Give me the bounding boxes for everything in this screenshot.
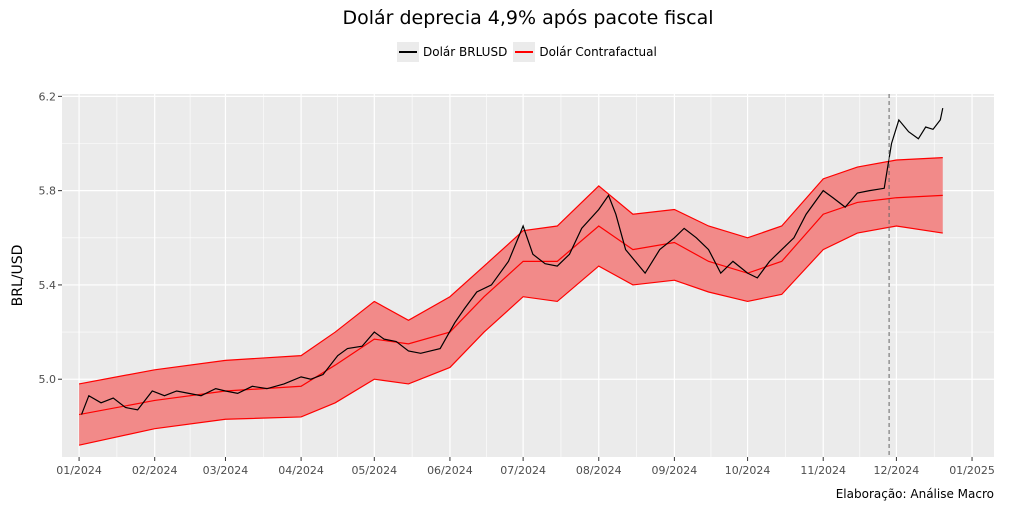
y-tick-label: 5.0	[39, 373, 57, 386]
x-tick-label: 01/2025	[949, 464, 995, 477]
legend-label-counterfactual: Dolár Contrafactual	[539, 45, 657, 59]
legend-item-actual: Dolár BRLUSD	[397, 42, 507, 62]
x-tick-label: 09/2024	[652, 464, 698, 477]
x-tick-label: 12/2024	[874, 464, 920, 477]
band-lower-line	[78, 225, 943, 446]
x-tick-label: 10/2024	[725, 464, 771, 477]
x-tick-label: 03/2024	[203, 464, 249, 477]
legend-label-actual: Dolár BRLUSD	[423, 45, 508, 59]
chart-caption: Elaboração: Análise Macro	[835, 487, 994, 501]
chart-title: Dolár deprecia 4,9% após pacote fiscal	[342, 7, 714, 29]
legend-key-counterfactual	[513, 42, 536, 62]
legend-key-actual	[397, 42, 419, 62]
band-upper-line	[78, 157, 943, 385]
x-tick-label: 07/2024	[500, 464, 546, 477]
x-tick-label: 02/2024	[132, 464, 178, 477]
x-tick-label: 01/2024	[56, 464, 102, 477]
y-tick-label: 5.4	[39, 279, 57, 292]
x-tick-label: 04/2024	[278, 464, 324, 477]
x-tick-label: 11/2024	[800, 464, 846, 477]
x-tick-label: 06/2024	[427, 464, 473, 477]
legend: Dolár BRLUSD Dolár Contrafactual	[397, 42, 663, 62]
x-tick-label: 05/2024	[351, 464, 397, 477]
legend-item-counterfactual: Dolár Contrafactual	[513, 42, 657, 62]
x-tick-label: 08/2024	[576, 464, 622, 477]
y-tick-label: 5.8	[39, 185, 57, 198]
y-tick-label: 6.2	[39, 90, 57, 103]
y-axis-title: BRL/USD	[10, 245, 26, 307]
series-line-actual	[80, 108, 944, 415]
confidence-band	[79, 157, 943, 446]
